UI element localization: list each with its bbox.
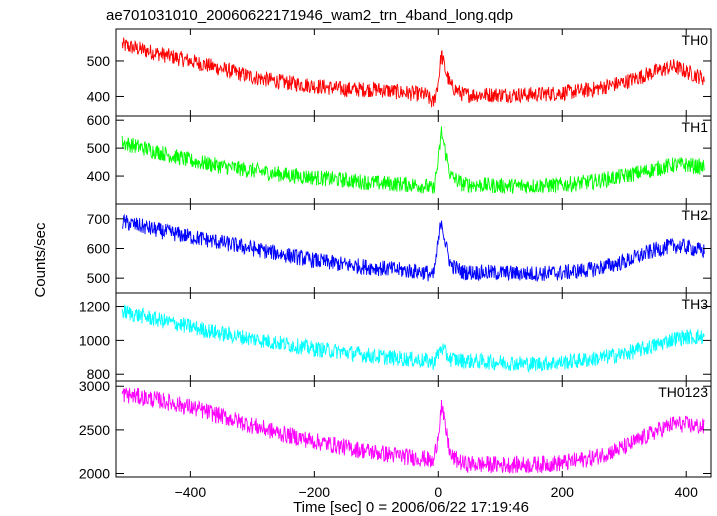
y-axis-label: Counts/sec (32, 222, 49, 298)
y-tick-label: 500 (87, 270, 111, 286)
panel-th1: 400 500 600 TH1 (87, 112, 712, 205)
y-tick-label: 1000 (79, 332, 110, 348)
panel-th3: 800 1000 1200 TH3 (79, 292, 712, 382)
series-line-th0 (121, 37, 705, 108)
series-line-th3 (121, 304, 705, 373)
panel-label-th0: TH0 (682, 32, 709, 48)
panel-frame (115, 292, 712, 382)
x-tick-label: 0 (434, 484, 442, 500)
panel-label-th0123: TH0123 (658, 384, 708, 400)
panel-th2: 500 600 700 TH2 (87, 203, 712, 294)
y-tick-label: 600 (87, 241, 111, 257)
panel-label-th1: TH1 (682, 119, 709, 135)
series-line-th2 (121, 213, 705, 282)
y-tick-label: 400 (87, 168, 111, 184)
x-axis: −400 −200 0 200 400 (175, 484, 698, 500)
y-tick-label: 500 (87, 53, 111, 69)
panel-th0: 400 500 TH0 (87, 28, 712, 117)
y-tick-label: 1200 (79, 299, 110, 315)
chart-panels: 400 500 TH0 400 500 600 TH1 500 600 700 TH2 800 1000… (79, 28, 712, 482)
y-tick-label: 700 (87, 211, 111, 227)
y-tick-label: 500 (87, 140, 111, 156)
y-tick-label: 400 (87, 88, 111, 104)
panel-th0123: 2000 2500 3000 TH0123 (79, 378, 712, 482)
y-tick-label: 600 (87, 112, 111, 128)
y-tick-label: 800 (87, 366, 111, 382)
panel-label-th3: TH3 (682, 296, 709, 312)
series-line-th1 (121, 126, 705, 194)
x-tick-label: 400 (675, 484, 699, 500)
y-tick-label: 3000 (79, 378, 110, 394)
x-tick-label: −200 (299, 484, 331, 500)
panel-label-th2: TH2 (682, 207, 709, 223)
panel-frame (115, 28, 712, 117)
y-tick-label: 2000 (79, 466, 110, 482)
panel-frame (115, 380, 712, 478)
chart-title: ae701031010_20060622171946_wam2_trn_4ban… (106, 7, 513, 24)
x-axis-label: Time [sec] 0 = 2006/06/22 17:19:46 (293, 499, 529, 516)
x-tick-label: −400 (175, 484, 207, 500)
series-line-th0123 (121, 387, 705, 474)
x-tick-label: 200 (551, 484, 575, 500)
panel-frame (115, 203, 712, 294)
y-tick-label: 2500 (79, 422, 110, 438)
